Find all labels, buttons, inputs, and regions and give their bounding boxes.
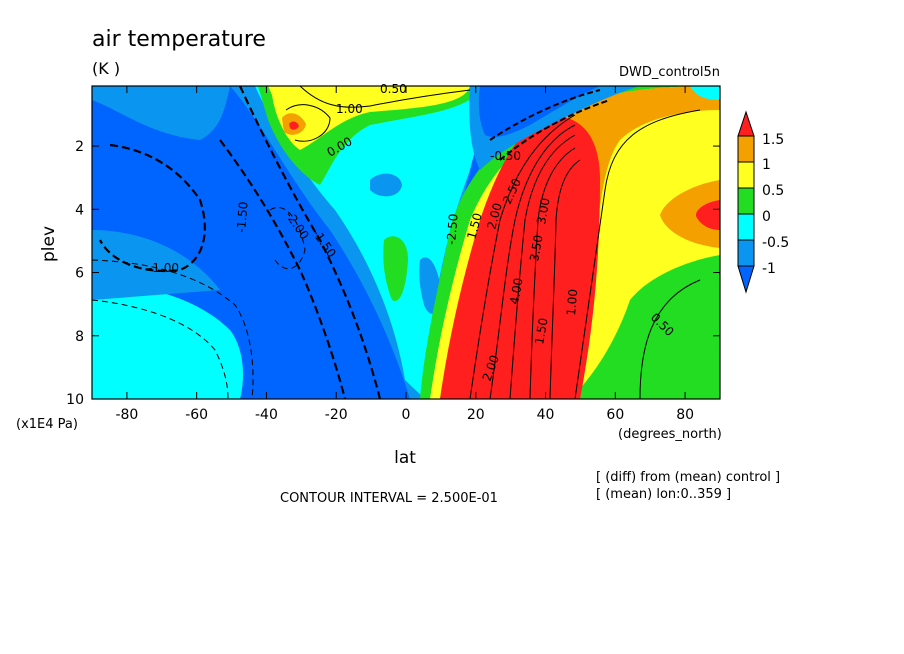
colorbar-swatch [737, 213, 755, 241]
x-tick-label: 20 [467, 407, 485, 423]
x-tick-label: 60 [606, 407, 624, 423]
y-axis-units: (x1E4 Pa) [16, 417, 78, 432]
field-island-green [383, 236, 408, 301]
contour-label: 4.00 [507, 277, 525, 306]
chart-title: air temperature [92, 27, 266, 52]
x-axis-label: lat [394, 448, 416, 468]
y-tick-label: 8 [75, 329, 84, 345]
colorbar-swatch [737, 161, 755, 189]
x-tick-label: -20 [325, 407, 348, 423]
contour-label: -0.50 [490, 149, 521, 163]
field-mid-blue-sw [92, 230, 220, 300]
contour-label: 0.50 [380, 82, 407, 96]
x-tick-label: -80 [115, 407, 138, 423]
field-orange-pole [660, 180, 720, 248]
colorbar-label: 0 [762, 209, 771, 225]
field-red-top [289, 121, 299, 130]
colorbar-swatch [737, 239, 755, 267]
note-mean: [ (mean) lon:0..359 ] [596, 487, 731, 502]
contour-label: -2.50 [444, 213, 461, 245]
field-island-blue [370, 173, 402, 197]
colorbar-label: -0.5 [762, 235, 789, 251]
run-label: DWD_control5n [619, 65, 720, 80]
filled-field [92, 86, 720, 399]
colorbar: 1.5 1 0.5 0 -0.5 -1 [737, 110, 789, 294]
colorbar-label: 1 [762, 157, 771, 173]
y-axis-label: plev [39, 226, 59, 262]
contour-lines [92, 86, 701, 399]
colorbar-swatch [737, 135, 755, 163]
x-tick-label: -60 [185, 407, 208, 423]
y-tick-label: 2 [75, 139, 84, 155]
contour-label: -1.00 [148, 261, 179, 275]
contour-label: 3.00 [534, 197, 552, 226]
colorbar-label: 1.5 [762, 132, 784, 148]
field-yellow-top [268, 86, 470, 150]
field-cyan-sw [92, 280, 243, 399]
contour-label: 1.50 [532, 317, 550, 346]
y-axis-ticks: 2 4 6 8 10 [66, 139, 720, 408]
contour-interval: CONTOUR INTERVAL = 2.500E-01 [280, 491, 498, 506]
colorbar-cap-top [737, 110, 755, 137]
x-tick-label: -40 [255, 407, 278, 423]
y-tick-label: 10 [66, 392, 84, 408]
x-tick-label: 0 [402, 407, 411, 423]
y-tick-label: 4 [75, 202, 84, 218]
colorbar-label: -1 [762, 261, 776, 277]
colorbar-swatch [737, 187, 755, 215]
x-tick-label: 40 [537, 407, 555, 423]
field-red-pole [695, 200, 720, 230]
contour-label: 1.00 [564, 288, 580, 316]
colorbar-cap-bottom [737, 265, 755, 294]
field-red-nh [440, 116, 600, 399]
colorbar-label: 0.5 [762, 183, 784, 199]
field-mid-blue-nw [92, 86, 230, 140]
contour-label: -1.50 [234, 201, 251, 233]
contour-label: 1.00 [336, 102, 363, 116]
contour-label: 2.00 [484, 201, 504, 230]
units-label: (K ) [92, 59, 120, 78]
x-axis-units: (degrees_north) [618, 427, 722, 442]
contour-label: 3.50 [527, 234, 545, 263]
contour-label: 1.50 [464, 211, 484, 240]
x-tick-label: 80 [676, 407, 694, 423]
note-diff: [ (diff) from (mean) control ] [596, 470, 780, 485]
field-cyan-ne [690, 86, 720, 100]
x-axis-ticks: -80 -60 -40 -20 0 20 40 60 80 [115, 86, 694, 423]
y-tick-label: 6 [75, 266, 84, 282]
